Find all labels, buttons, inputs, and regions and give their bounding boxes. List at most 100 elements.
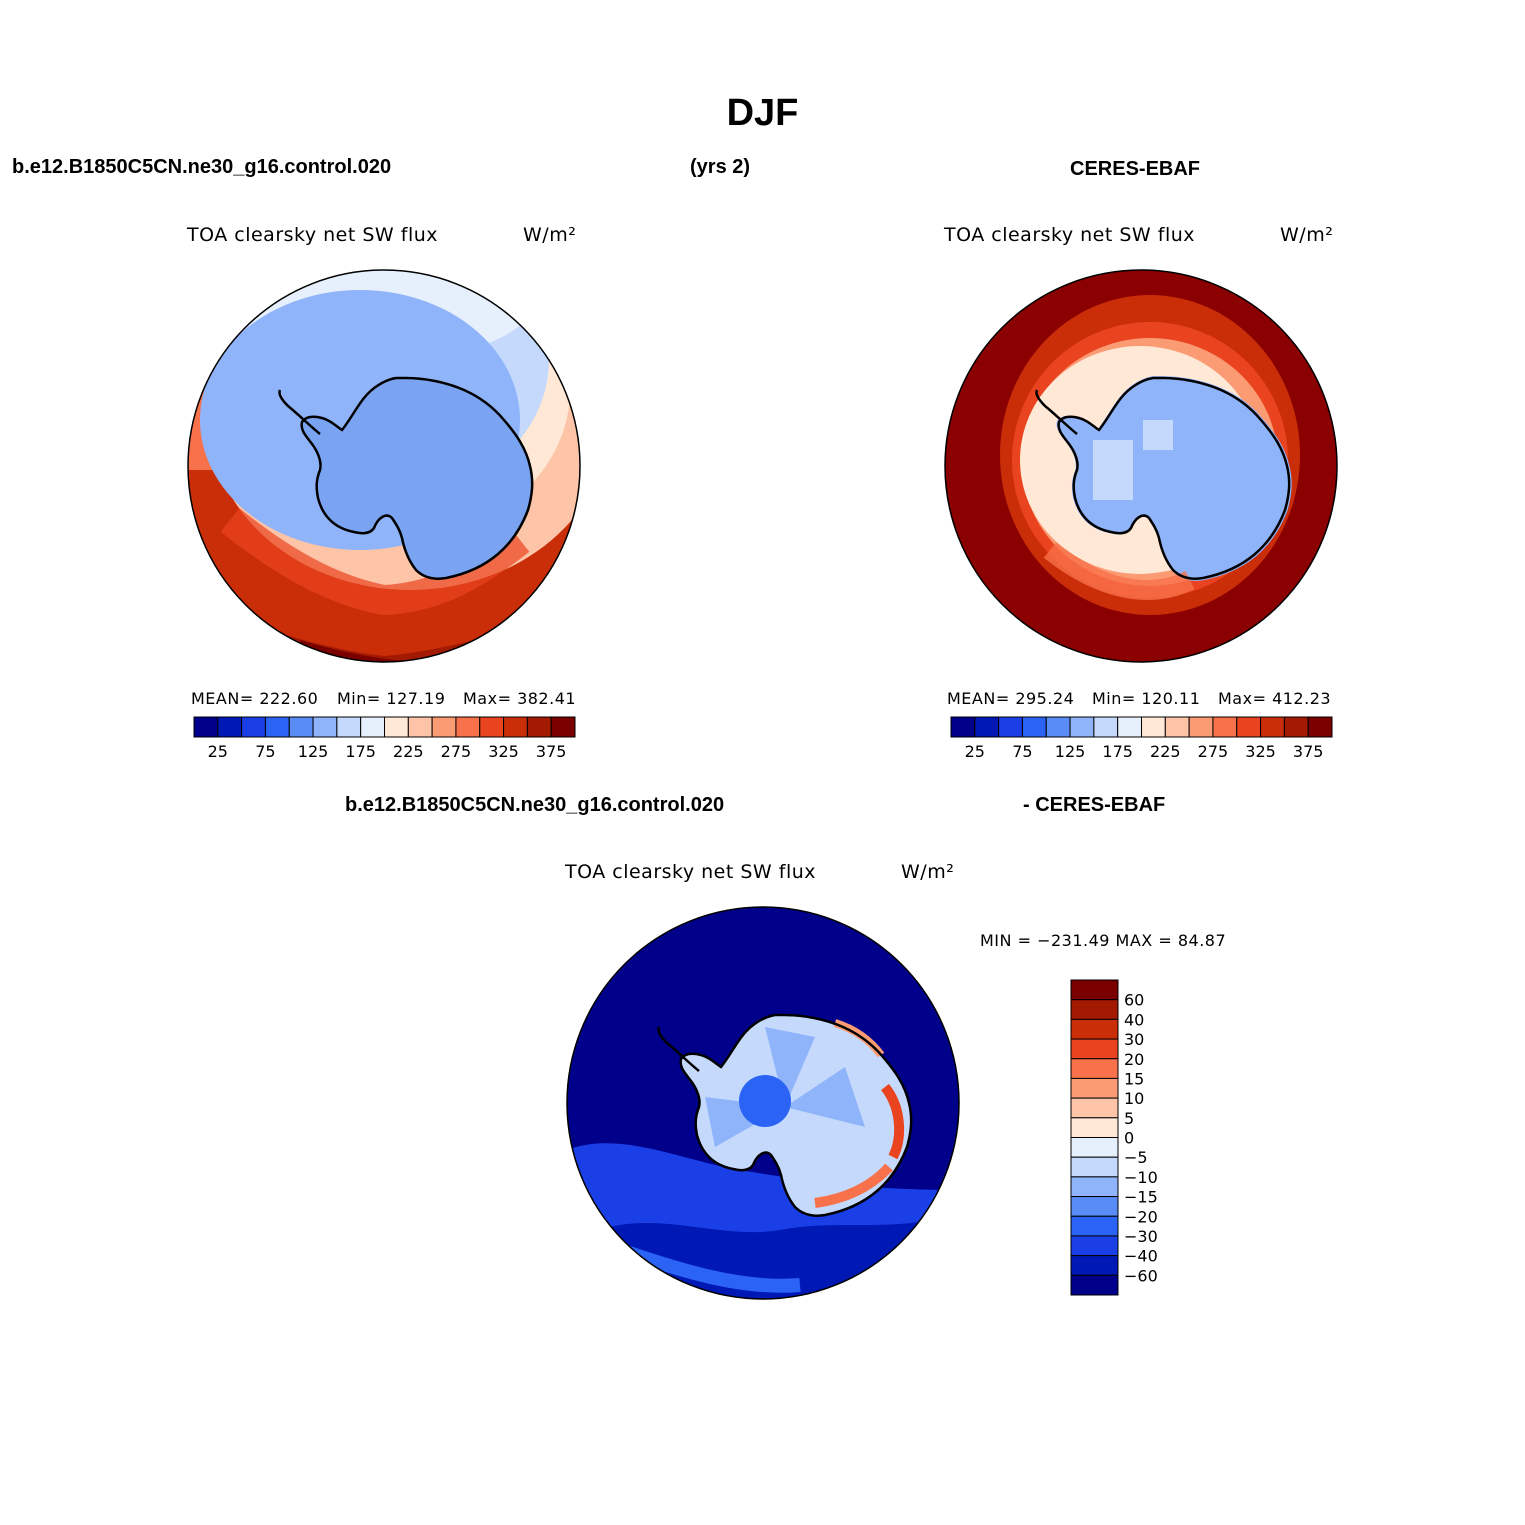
obs-colorbar-swatch xyxy=(1141,716,1166,738)
obs-mean-stat: MEAN= 295.24 xyxy=(947,689,1075,708)
model-colorbar-tick-label: 275 xyxy=(441,742,472,761)
obs-colorbar: 25 75 125 175 225 275 325 375 xyxy=(950,716,1333,761)
obs-colorbar-swatch xyxy=(1069,716,1095,738)
diff-map xyxy=(566,906,960,1300)
diff-colorbar-swatch xyxy=(1070,1097,1119,1119)
model-colorbar-swatch xyxy=(407,716,433,738)
page-title: DJF xyxy=(726,92,799,134)
diff-colorbar-tick-label: −30 xyxy=(1124,1227,1158,1246)
diff-colorbar-tick-label: −10 xyxy=(1124,1168,1158,1187)
model-max-stat: Max= 382.41 xyxy=(463,689,577,708)
diff-colorbar-swatch xyxy=(1070,1196,1119,1217)
model-map xyxy=(187,269,581,663)
obs-colorbar-swatch xyxy=(1188,716,1214,738)
diff-obs-name-title: - CERES-EBAF xyxy=(1023,794,1166,816)
diff-colorbar-swatch xyxy=(1070,1038,1119,1060)
diff-colorbar-tick-label: 15 xyxy=(1124,1069,1144,1088)
model-colorbar-swatch xyxy=(550,716,576,738)
diff-colorbar-tick-label: −40 xyxy=(1124,1247,1158,1266)
diff-colorbar-tick-label: 60 xyxy=(1124,991,1144,1010)
obs-units-label: W/m² xyxy=(1280,224,1334,246)
diff-colorbar-swatch xyxy=(1070,1137,1119,1158)
obs-colorbar-swatch xyxy=(1117,716,1142,738)
model-colorbar-tick-label: 125 xyxy=(298,742,329,761)
diff-colorbar-swatch xyxy=(1070,1215,1119,1237)
model-colorbar: 25 75 125 175 225 275 325 375 xyxy=(193,716,576,761)
diff-colorbar-swatch xyxy=(1070,979,1119,1001)
obs-colorbar-swatch xyxy=(998,716,1023,738)
obs-max-stat: Max= 412.23 xyxy=(1218,689,1332,708)
diff-colorbar-swatch xyxy=(1070,1255,1119,1276)
obs-colorbar-tick-label: 225 xyxy=(1150,742,1181,761)
diff-colorbar-tick-label: −20 xyxy=(1124,1207,1158,1226)
obs-colorbar-tick-label: 275 xyxy=(1198,742,1229,761)
diff-case-name-title: b.e12.B1850C5CN.ne30_g16.control.020 xyxy=(345,794,725,816)
diff-colorbar-swatch xyxy=(1070,1018,1119,1040)
diff-colorbar-tick-label: −60 xyxy=(1124,1266,1158,1285)
diff-colorbar-tick-label: 20 xyxy=(1124,1050,1144,1069)
obs-colorbar-tick-label: 325 xyxy=(1245,742,1276,761)
obs-map xyxy=(944,269,1338,663)
model-var-label: TOA clearsky net SW flux xyxy=(187,224,439,246)
diff-colorbar-swatch xyxy=(1070,999,1119,1020)
model-colorbar-swatch xyxy=(431,716,457,738)
diff-colorbar-tick-label: 0 xyxy=(1124,1129,1134,1148)
obs-colorbar-tick-label: 125 xyxy=(1055,742,1086,761)
diff-colorbar-swatch xyxy=(1070,1077,1119,1099)
model-colorbar-tick-label: 175 xyxy=(345,742,376,761)
model-colorbar-swatch xyxy=(217,716,243,738)
model-min-stat: Min= 127.19 xyxy=(337,689,446,708)
obs-colorbar-swatch xyxy=(1260,716,1285,738)
diff-colorbar-swatch xyxy=(1070,1117,1119,1138)
diff-var-label: TOA clearsky net SW flux xyxy=(565,861,817,883)
model-mean-stat: MEAN= 222.60 xyxy=(191,689,319,708)
obs-colorbar-swatch xyxy=(1283,716,1309,738)
model-colorbar-swatch xyxy=(193,716,219,738)
diff-colorbar-swatch xyxy=(1070,1235,1119,1257)
model-colorbar-swatch xyxy=(526,716,552,738)
model-colorbar-tick-label: 375 xyxy=(536,742,567,761)
model-colorbar-tick-label: 25 xyxy=(208,742,228,761)
obs-colorbar-swatch xyxy=(1045,716,1071,738)
diff-colorbar-tick-label: 10 xyxy=(1124,1089,1144,1108)
obs-min-stat: Min= 120.11 xyxy=(1092,689,1201,708)
obs-var-label: TOA clearsky net SW flux xyxy=(944,224,1196,246)
obs-colorbar-swatch xyxy=(1307,716,1333,738)
case-name-title: b.e12.B1850C5CN.ne30_g16.control.020 xyxy=(12,156,392,178)
model-colorbar-swatch xyxy=(360,716,385,738)
diff-colorbar-tick-label: 40 xyxy=(1124,1010,1144,1029)
model-units-label: W/m² xyxy=(523,224,577,246)
diff-colorbar-swatch xyxy=(1070,1058,1119,1079)
diff-colorbar-tick-label: −15 xyxy=(1124,1188,1158,1207)
obs-colorbar-swatch xyxy=(1093,716,1119,738)
years-label: (yrs 2) xyxy=(690,156,751,178)
diff-colorbar-swatch xyxy=(1070,1156,1119,1178)
obs-colorbar-swatch xyxy=(1236,716,1262,738)
model-colorbar-tick-label: 325 xyxy=(488,742,519,761)
model-colorbar-swatch xyxy=(503,716,528,738)
obs-colorbar-swatch xyxy=(1212,716,1238,738)
model-colorbar-swatch xyxy=(479,716,505,738)
model-colorbar-swatch xyxy=(312,716,338,738)
obs-colorbar-swatch xyxy=(950,716,976,738)
model-colorbar-swatch xyxy=(241,716,266,738)
diff-units-label: W/m² xyxy=(901,861,955,883)
obs-colorbar-swatch xyxy=(1021,716,1047,738)
obs-colorbar-tick-label: 25 xyxy=(965,742,985,761)
diff-colorbar-tick-label: 30 xyxy=(1124,1030,1144,1049)
obs-colorbar-swatch xyxy=(974,716,1000,738)
diff-colorbar-tick-label: −5 xyxy=(1124,1148,1148,1167)
obs-colorbar-tick-label: 75 xyxy=(1012,742,1032,761)
diff-minmax-stat: MIN = −231.49 MAX = 84.87 xyxy=(980,931,1227,950)
diff-colorbar-swatch xyxy=(1070,1176,1119,1198)
model-colorbar-tick-label: 75 xyxy=(255,742,275,761)
obs-colorbar-tick-label: 375 xyxy=(1293,742,1324,761)
obs-colorbar-tick-label: 175 xyxy=(1102,742,1133,761)
model-colorbar-swatch xyxy=(384,716,409,738)
model-colorbar-swatch xyxy=(455,716,481,738)
obs-colorbar-swatch xyxy=(1164,716,1190,738)
diff-colorbar-swatch xyxy=(1070,1274,1119,1296)
model-colorbar-swatch xyxy=(288,716,314,738)
